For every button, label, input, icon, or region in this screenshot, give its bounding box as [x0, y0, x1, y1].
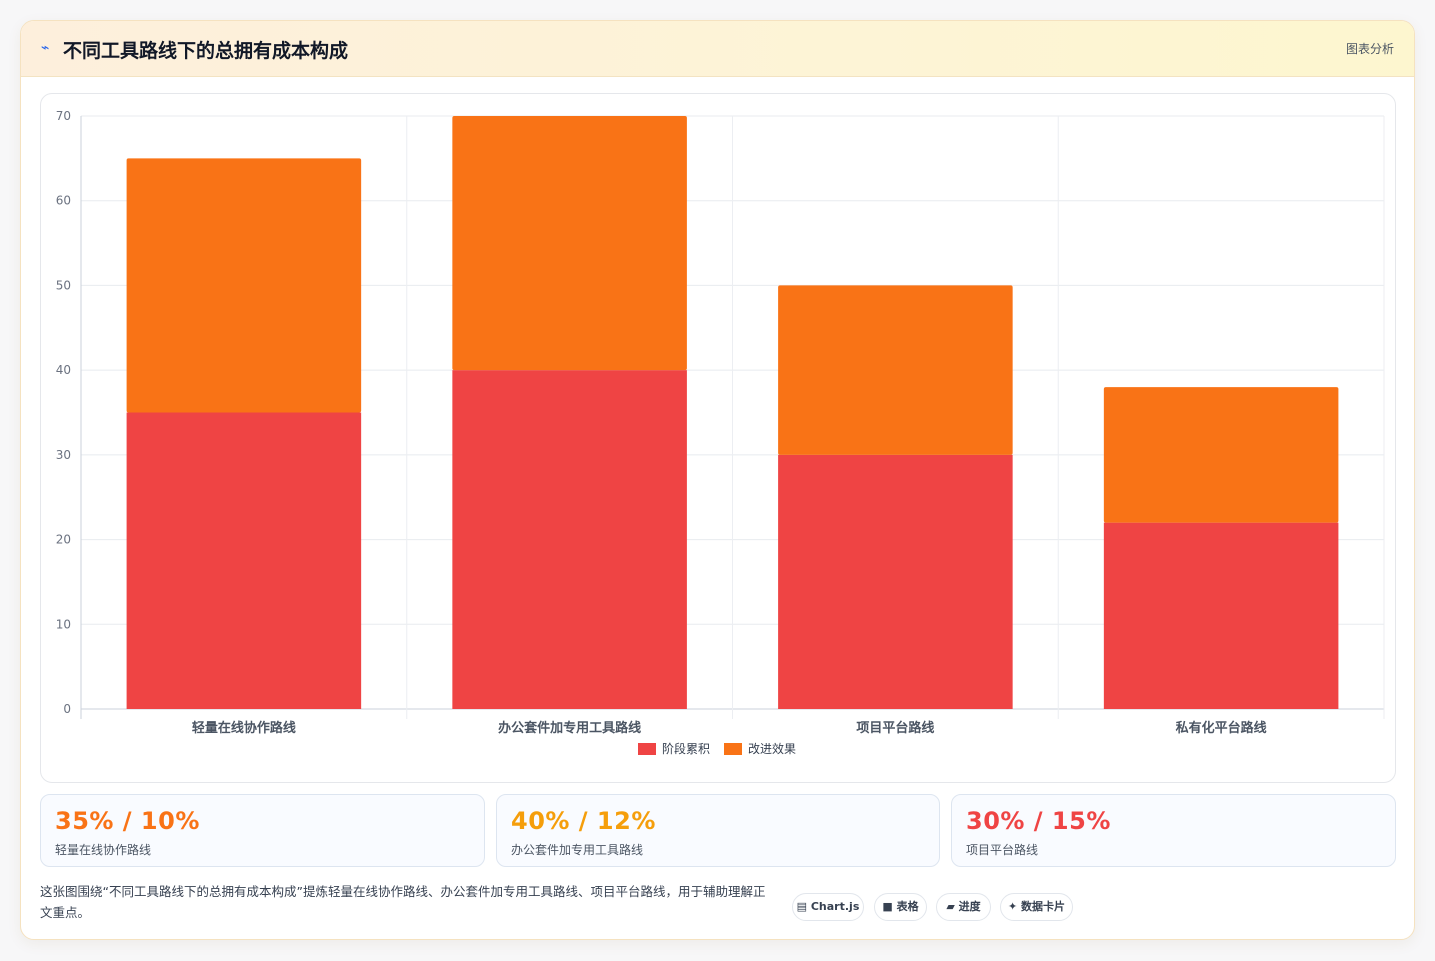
chart-caption: 这张图围绕“不同工具路线下的总拥有成本构成”提炼轻量在线协作路线、办公套件加专用… — [40, 884, 766, 920]
tag-label: Chart.js — [810, 900, 860, 913]
stat-value: 40% / 12% — [511, 807, 656, 835]
chart-title: 不同工具路线下的总拥有成本构成 — [63, 40, 349, 62]
chart-icon: ▤ — [796, 900, 808, 913]
y-tick-label: 60 — [56, 194, 71, 208]
tag-progress[interactable]: ▰ 进度 — [936, 893, 991, 921]
bar-segment-2 — [1103, 387, 1339, 523]
bar-segment-2 — [452, 116, 687, 371]
x-tick-label: 办公套件加专用工具路线 — [498, 720, 641, 736]
legend-swatch — [724, 743, 742, 755]
stat-label: 办公套件加专用工具路线 — [511, 843, 644, 857]
y-tick-label: 20 — [56, 533, 71, 547]
legend-swatch — [638, 743, 656, 755]
table-icon: ■ — [882, 900, 893, 913]
chart-panel: 0 10 20 30 40 50 60 70 轻量在线协作路线 办公套件加专用工具路线 项目平台路线… — [40, 93, 1396, 783]
y-tick-label: 0 — [63, 702, 71, 716]
bar-segment-1 — [126, 412, 362, 709]
y-tick-label: 40 — [56, 363, 71, 377]
sparkle-icon: ✦ — [1007, 900, 1018, 913]
bar-segment-1 — [1103, 522, 1339, 709]
x-tick-label: 项目平台路线 — [856, 720, 934, 736]
tag-table[interactable]: ■ 表格 — [874, 893, 927, 921]
bar-segment-2 — [126, 158, 362, 413]
tag-data-card[interactable]: ✦ 数据卡片 — [1000, 893, 1073, 921]
stat-label: 轻量在线协作路线 — [55, 843, 152, 857]
stat-card-3: 30% / 15% 项目平台路线 — [951, 794, 1396, 867]
bar-segment-2 — [778, 285, 1013, 455]
chart-card: ⌁ 不同工具路线下的总拥有成本构成 图表分析 0 10 20 30 40 50 60 70 轻量… — [20, 20, 1415, 940]
y-tick-label: 50 — [56, 278, 71, 292]
y-tick-label: 30 — [56, 448, 71, 462]
bar-segment-1 — [452, 370, 687, 709]
tag-chartjs[interactable]: ▤ Chart.js — [792, 893, 864, 921]
progress-icon: ▰ — [946, 900, 955, 913]
tag-label: 表格 — [896, 900, 919, 913]
sparkline-icon: ⌁ — [41, 40, 50, 56]
bar-segment-1 — [778, 454, 1013, 709]
stat-value: 30% / 15% — [966, 807, 1111, 835]
card-header: ⌁ 不同工具路线下的总拥有成本构成 图表分析 — [21, 21, 1414, 77]
tag-label: 数据卡片 — [1021, 900, 1066, 913]
stat-value: 35% / 10% — [55, 807, 200, 835]
stacked-bar-chart: 0 10 20 30 40 50 60 70 轻量在线协作路线 办公套件加专用工具路线 项目平台路线… — [56, 109, 1385, 756]
legend-label: 阶段累积 — [662, 741, 710, 756]
y-tick-label: 70 — [56, 109, 71, 123]
stat-card-1: 35% / 10% 轻量在线协作路线 — [40, 794, 485, 867]
stat-label: 项目平台路线 — [966, 843, 1039, 857]
y-tick-label: 10 — [56, 617, 71, 631]
x-tick-label: 轻量在线协作路线 — [192, 720, 296, 736]
stat-card-2: 40% / 12% 办公套件加专用工具路线 — [496, 794, 940, 867]
tag-label: 进度 — [958, 900, 981, 913]
legend-label: 改进效果 — [748, 741, 796, 756]
chart-type-badge: 图表分析 — [1345, 42, 1394, 56]
x-tick-label: 私有化平台路线 — [1176, 720, 1267, 736]
